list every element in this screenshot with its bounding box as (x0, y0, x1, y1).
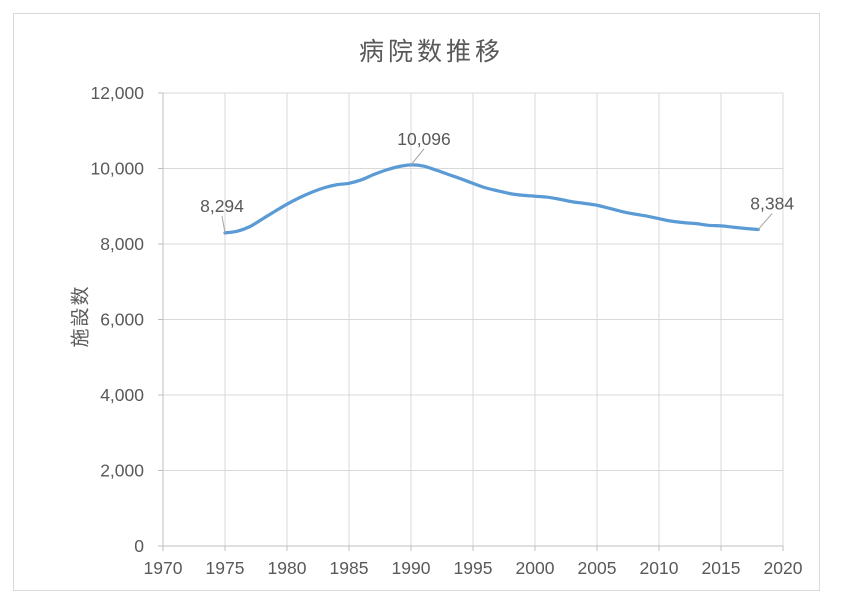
y-tick-label: 0 (134, 536, 144, 556)
y-tick-label: 10,000 (90, 159, 144, 179)
data-label-leader (757, 213, 773, 230)
x-tick-label: 1985 (330, 558, 369, 578)
x-tick-label: 1975 (206, 558, 245, 578)
y-axis-title: 施設数 (70, 284, 92, 348)
x-tick-label: 1995 (454, 558, 493, 578)
x-tick-label: 2000 (516, 558, 555, 578)
y-tick-label: 8,000 (100, 234, 144, 254)
x-tick-label: 1980 (268, 558, 307, 578)
x-tick-label: 2015 (702, 558, 741, 578)
data-label-leader (410, 148, 425, 166)
axes (158, 92, 784, 551)
x-tick-label: 2020 (764, 558, 803, 578)
y-tick-label: 12,000 (90, 83, 144, 103)
series-line (223, 163, 760, 235)
x-tick-label: 1970 (144, 558, 183, 578)
y-tick-label: 2,000 (100, 461, 144, 481)
chart-title: 病院数推移 (358, 38, 504, 66)
y-tick-label: 6,000 (100, 310, 144, 330)
chart-frame: 病院数推移 施設数 1970 1975 1980 1985 1990 1995 2000 20… (13, 13, 820, 591)
gridlines (162, 92, 784, 547)
plot-area: 1970 1975 1980 1985 1990 1995 2000 2005 2010 2015… (90, 83, 802, 578)
data-label: 8,384 (750, 194, 794, 214)
y-tick-label: 4,000 (100, 385, 144, 405)
x-tick-label: 2010 (640, 558, 679, 578)
data-label: 10,096 (397, 129, 451, 149)
data-label: 8,294 (200, 196, 244, 216)
data-label-leader (221, 215, 226, 233)
x-tick-label: 1990 (392, 558, 431, 578)
x-tick-label: 2005 (578, 558, 617, 578)
